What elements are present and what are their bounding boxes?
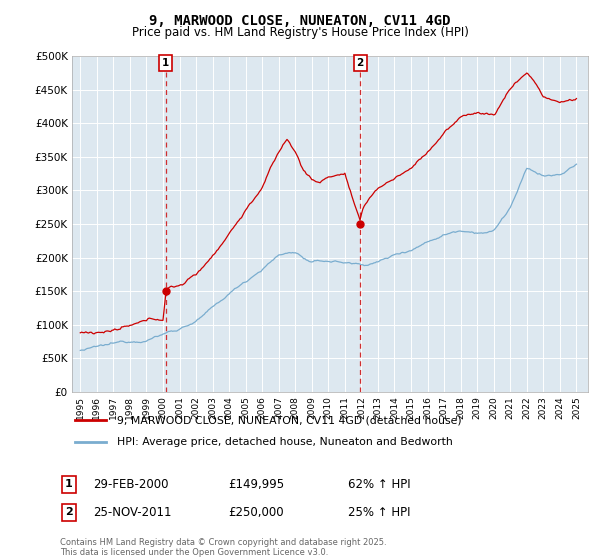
Text: 29-FEB-2000: 29-FEB-2000 bbox=[93, 478, 169, 491]
Text: 62% ↑ HPI: 62% ↑ HPI bbox=[348, 478, 410, 491]
Text: 9, MARWOOD CLOSE, NUNEATON, CV11 4GD (detached house): 9, MARWOOD CLOSE, NUNEATON, CV11 4GD (de… bbox=[117, 415, 461, 425]
Text: 1: 1 bbox=[162, 58, 169, 68]
Text: £250,000: £250,000 bbox=[228, 506, 284, 519]
Text: 25% ↑ HPI: 25% ↑ HPI bbox=[348, 506, 410, 519]
Text: Price paid vs. HM Land Registry's House Price Index (HPI): Price paid vs. HM Land Registry's House … bbox=[131, 26, 469, 39]
Text: 25-NOV-2011: 25-NOV-2011 bbox=[93, 506, 172, 519]
Text: Contains HM Land Registry data © Crown copyright and database right 2025.
This d: Contains HM Land Registry data © Crown c… bbox=[60, 538, 386, 557]
Text: 9, MARWOOD CLOSE, NUNEATON, CV11 4GD: 9, MARWOOD CLOSE, NUNEATON, CV11 4GD bbox=[149, 14, 451, 28]
Text: HPI: Average price, detached house, Nuneaton and Bedworth: HPI: Average price, detached house, Nune… bbox=[117, 437, 452, 447]
Text: £149,995: £149,995 bbox=[228, 478, 284, 491]
Text: 1: 1 bbox=[65, 479, 73, 489]
Text: 2: 2 bbox=[356, 58, 364, 68]
Text: 2: 2 bbox=[65, 507, 73, 517]
